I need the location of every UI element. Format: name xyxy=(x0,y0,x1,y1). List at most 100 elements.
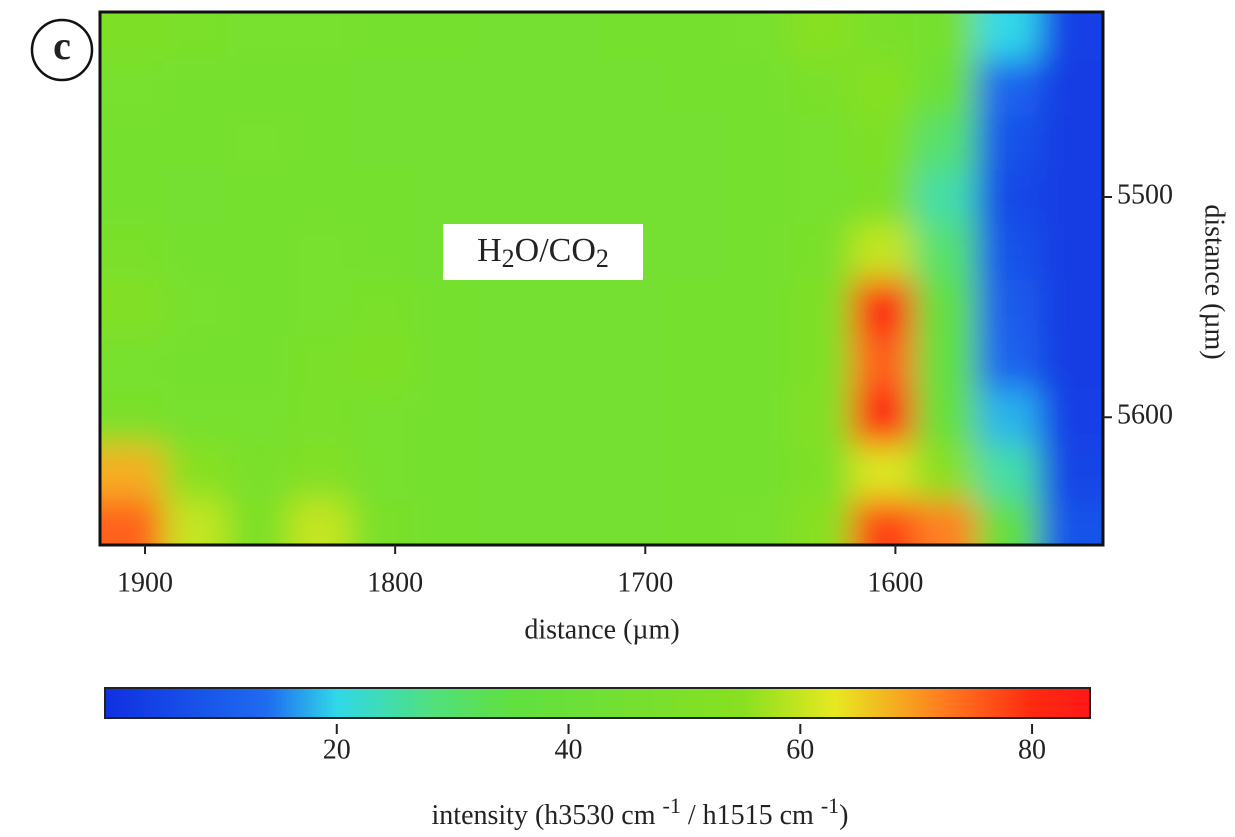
heat-cell xyxy=(914,499,978,545)
heat-cell xyxy=(664,444,728,501)
heat-cell xyxy=(976,12,1040,60)
annotation-part: 2 xyxy=(502,244,515,273)
heat-cell xyxy=(789,444,853,501)
heat-cell xyxy=(789,169,853,226)
heat-cell xyxy=(538,169,602,226)
heat-cell xyxy=(476,334,540,391)
heat-cell xyxy=(226,444,290,501)
heat-cell xyxy=(100,279,165,336)
heat-cell xyxy=(914,12,978,60)
heat-cell xyxy=(351,444,415,501)
heat-cell xyxy=(1039,389,1103,446)
heat-cell xyxy=(288,279,352,336)
colorbar-tick-label: 80 xyxy=(1018,734,1046,765)
heat-cell xyxy=(601,499,665,545)
heat-cell xyxy=(914,334,978,391)
heat-cell xyxy=(851,114,915,170)
heat-cell xyxy=(100,169,165,226)
heat-cell xyxy=(726,12,790,60)
heat-cell xyxy=(789,12,853,60)
heat-cell xyxy=(351,499,415,545)
y-axis-label: distance (µm) xyxy=(1199,204,1230,359)
heat-cell xyxy=(413,279,477,336)
heat-cell xyxy=(1039,444,1103,501)
heat-cell xyxy=(413,334,477,391)
y-tick-label: 5600 xyxy=(1117,400,1173,431)
x-tick-label: 1700 xyxy=(617,567,673,598)
heat-cell xyxy=(538,279,602,336)
heat-cell xyxy=(601,169,665,226)
heat-cell xyxy=(476,12,540,60)
heat-cell xyxy=(413,114,477,170)
heat-cell xyxy=(601,279,665,336)
heat-cell xyxy=(413,444,477,501)
heat-cell xyxy=(726,499,790,545)
heat-cell xyxy=(538,114,602,170)
colorbar-tick-label: 20 xyxy=(323,734,351,765)
heat-cell xyxy=(288,444,352,501)
colorbar-label-part: ) xyxy=(839,800,848,831)
heat-cell xyxy=(476,279,540,336)
heat-cell xyxy=(100,499,165,545)
heat-cell xyxy=(664,389,728,446)
heat-cell xyxy=(538,499,602,545)
heat-cell xyxy=(1039,279,1103,336)
x-axis-label: distance (µm) xyxy=(524,614,679,645)
heat-cell xyxy=(476,114,540,170)
heat-cell xyxy=(914,279,978,336)
heat-cell xyxy=(413,169,477,226)
heat-cell xyxy=(726,169,790,226)
heat-cell xyxy=(851,279,915,336)
annotation-part: O/CO xyxy=(515,232,596,269)
heat-cell xyxy=(664,114,728,170)
heat-cell xyxy=(789,499,853,545)
x-tick-label: 1900 xyxy=(117,567,173,598)
heat-cell xyxy=(351,169,415,226)
heat-cell xyxy=(476,389,540,446)
annotation-box xyxy=(443,224,643,280)
heat-cell xyxy=(476,444,540,501)
heat-cell xyxy=(538,444,602,501)
y-tick-label: 5500 xyxy=(1117,179,1173,210)
heat-cell xyxy=(351,114,415,170)
panel-label: c xyxy=(53,23,71,68)
heat-cell xyxy=(413,389,477,446)
heat-cell xyxy=(476,499,540,545)
heat-cell xyxy=(100,444,165,501)
heat-cell xyxy=(351,12,415,60)
heat-cell xyxy=(163,12,227,60)
heat-cell xyxy=(664,334,728,391)
heat-cell xyxy=(538,12,602,60)
heat-cell xyxy=(100,114,165,170)
heat-cell xyxy=(226,114,290,170)
heat-cell xyxy=(226,12,290,60)
heat-cell xyxy=(789,224,853,281)
heat-cell xyxy=(664,279,728,336)
x-tick-label: 1800 xyxy=(367,567,423,598)
heat-cell xyxy=(226,59,290,115)
colorbar-tick-label: 40 xyxy=(555,734,583,765)
heat-cell xyxy=(789,114,853,170)
heat-cell xyxy=(476,169,540,226)
heat-cell xyxy=(976,334,1040,391)
heat-cell xyxy=(163,279,227,336)
heat-cell xyxy=(226,499,290,545)
heatmap xyxy=(100,12,1103,545)
heat-cell xyxy=(413,12,477,60)
heat-cell xyxy=(351,224,415,281)
heat-cell xyxy=(851,12,915,60)
heat-cell xyxy=(538,59,602,115)
heat-cell xyxy=(163,114,227,170)
panel-label-circle xyxy=(30,18,94,82)
heat-cell xyxy=(914,114,978,170)
heat-cell xyxy=(476,59,540,115)
heat-cell xyxy=(163,169,227,226)
heat-cell xyxy=(976,59,1040,115)
heat-cell xyxy=(163,444,227,501)
colorbar-label-part: intensity (h3530 cm xyxy=(432,800,663,831)
heat-cell xyxy=(601,12,665,60)
heat-cell xyxy=(726,224,790,281)
x-tick-label: 1600 xyxy=(867,567,923,598)
heat-cell xyxy=(851,499,915,545)
heat-cell xyxy=(288,59,352,115)
